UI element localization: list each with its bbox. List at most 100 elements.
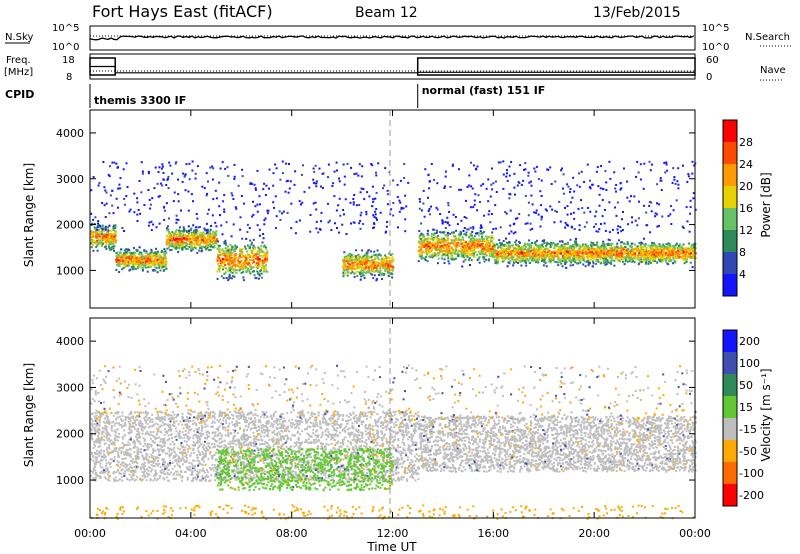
power-cell [573,228,576,230]
power-cell [613,259,616,262]
power-cell [425,256,428,258]
power-cell [518,240,521,243]
power-cell [174,233,177,236]
power-cell [547,248,550,251]
power-cell [99,231,102,233]
power-cell [466,243,469,246]
power-cell [347,253,350,256]
power-cell [223,241,226,244]
power-cell [109,241,112,244]
power-cell [620,241,623,244]
power-cell [383,261,386,264]
power-cell [229,266,232,269]
power-cell [419,249,422,252]
power-cell [97,223,100,226]
power-cell [572,256,575,259]
power-cell [228,275,230,278]
power-cell [433,254,436,257]
power-cell [667,215,670,217]
power-cell [114,225,117,228]
power-cell [101,244,103,247]
power-cell [227,174,230,177]
power-cell [465,253,467,256]
power-cell [188,246,191,248]
power-cell [342,263,345,266]
power-cell [203,242,206,245]
power-cell [196,237,199,240]
power-cell [383,265,386,268]
power-cell [374,197,377,200]
power-cell [180,244,183,247]
power-cell [671,251,674,254]
power-cell [512,259,515,262]
power-cell [376,249,379,252]
power-cell [367,257,370,260]
power-cell [223,242,226,245]
power-cell [509,209,512,212]
power-cell [635,175,637,178]
power-cell [526,254,529,257]
power-cell [505,247,508,250]
power-cell [197,239,200,242]
power-cell [122,262,125,265]
power-cell [583,225,586,228]
power-cell [636,245,639,248]
power-cell [446,233,449,236]
power-cell [585,252,588,255]
power-cell [510,161,513,163]
power-cell [308,186,311,189]
power-cell [149,265,152,268]
power-cell [91,231,94,234]
power-cell [478,252,481,255]
power-cell [420,239,423,242]
power-cell [254,263,257,266]
power-cell [176,240,179,243]
power-cell [101,233,103,236]
power-cell [134,267,137,270]
power-cell [160,262,163,264]
power-cell [101,229,104,232]
power-cell [261,261,264,264]
power-cell [593,244,596,247]
power-cell [643,249,646,251]
power-cell [149,262,151,265]
power-cell [169,239,172,242]
power-cell [596,245,599,248]
power-cell [673,248,676,251]
power-cell [228,257,230,260]
power-cell [216,259,219,262]
noise-traces [89,35,695,41]
power-cell [638,242,641,244]
power-cell [377,262,380,265]
power-cell [526,249,529,252]
power-cell [217,258,220,261]
power-cell [169,234,172,237]
power-cell [451,239,454,242]
power-cell [230,245,233,248]
power-cell [688,242,691,245]
power-cell [101,202,104,204]
power-cell [237,265,240,268]
power-cell [173,246,176,249]
power-cell [438,249,441,252]
power-cell [202,231,205,234]
power-cell [419,234,422,237]
power-cell [660,189,663,191]
power-cell [435,248,438,251]
power-cell [569,264,572,267]
power-cell [477,234,480,237]
power-cell [138,251,141,254]
power-cell [649,258,651,261]
power-cell [254,277,257,280]
power-cell [233,275,236,278]
power-cell [616,201,619,204]
power-cell [245,256,247,259]
power-cell [387,264,390,267]
power-cell [222,200,225,203]
power-cell [370,250,372,253]
power-cell [167,225,169,228]
power-cell [246,250,249,253]
power-cell [544,248,547,251]
power-cell [208,238,211,241]
power-cell [218,268,221,271]
